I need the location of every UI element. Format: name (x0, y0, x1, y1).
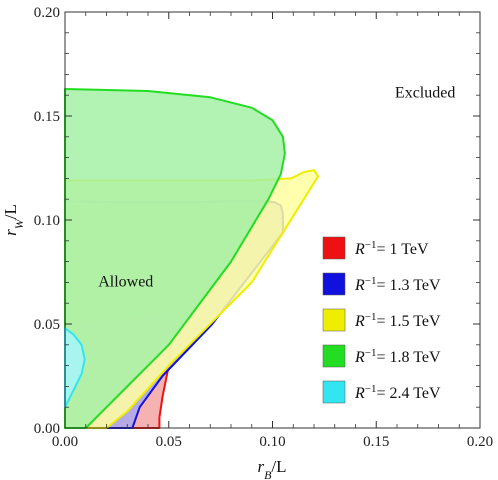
legend-swatch-4 (322, 344, 346, 368)
y-tick-label: 0.00 (34, 421, 60, 437)
region-4 (64, 88, 286, 429)
region-5 (64, 327, 86, 409)
x-tick-label: 0.15 (363, 434, 389, 450)
legend-label-1: R−1= 1 TeV (354, 239, 429, 258)
legend-label-2: R−1= 1.3 TeV (354, 275, 441, 294)
legend-swatch-3 (322, 308, 346, 332)
legend-swatch-2 (322, 272, 346, 296)
y-axis-label: rW/L (1, 204, 26, 236)
regions-layer (64, 88, 320, 429)
legend-label-4: R−1= 1.8 TeV (354, 347, 441, 366)
legend-swatch-1 (322, 236, 346, 260)
y-tick-label: 0.05 (34, 317, 60, 333)
ticks-layer: 0.00 0.05 0.10 0.15 0.20 0.00 0.05 0.10 0.15 0.20 (34, 5, 493, 450)
legend-label-5: R−1= 2.4 TeV (354, 383, 441, 402)
x-tick-label: 0.05 (156, 434, 182, 450)
x-tick-label: 0.10 (259, 434, 285, 450)
allowed-label: Allowed (98, 274, 153, 291)
legend: R−1= 1 TeV R−1= 1.3 TeV R−1= 1.5 TeV R−1= 1… (322, 236, 441, 404)
y-tick-label: 0.15 (34, 109, 60, 125)
x-axis-label: rB/L (257, 457, 286, 480)
legend-swatch-5 (322, 380, 346, 404)
y-tick-label: 0.20 (34, 5, 60, 21)
y-tick-label: 0.10 (34, 213, 60, 229)
x-tick-label: 0.00 (52, 434, 78, 450)
excluded-label: Excluded (395, 84, 455, 101)
legend-label-3: R−1= 1.5 TeV (354, 311, 441, 330)
x-tick-label: 0.20 (467, 434, 493, 450)
